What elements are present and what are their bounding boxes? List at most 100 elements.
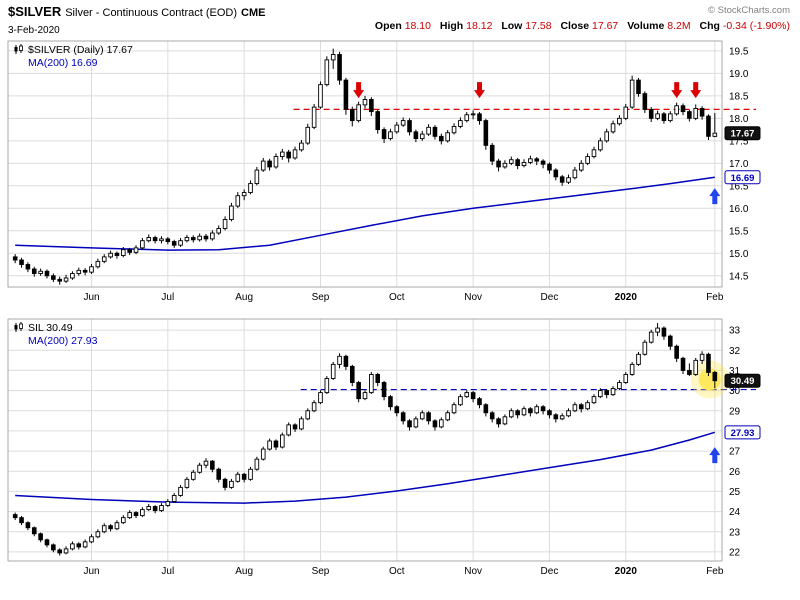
candle	[108, 252, 113, 258]
candle	[439, 419, 444, 428]
candle	[260, 160, 266, 171]
blue-up-arrow	[709, 188, 721, 205]
candle	[636, 79, 641, 95]
candle	[559, 415, 565, 420]
candle	[273, 440, 279, 448]
candle	[95, 531, 101, 538]
y-tick-label: 25	[729, 487, 741, 498]
candle	[534, 406, 540, 414]
candle	[604, 131, 609, 142]
x-tick-label: Jul	[161, 566, 174, 577]
candle	[31, 527, 37, 535]
ma-price-label: 16.69	[731, 173, 755, 184]
x-tick-label: Oct	[389, 566, 405, 577]
red-down-arrow	[690, 82, 702, 99]
candle	[629, 79, 635, 108]
candle	[159, 238, 164, 242]
candle	[375, 111, 381, 131]
candle	[311, 402, 317, 412]
candle	[127, 249, 132, 253]
candle	[706, 353, 711, 373]
candle	[63, 277, 69, 282]
candle	[19, 259, 24, 265]
candle	[712, 371, 718, 382]
candle	[267, 160, 272, 168]
quote-volume-value: 8.2M	[667, 20, 691, 32]
candle	[286, 151, 291, 159]
title-row: $SILVER Silver - Continuous Contract (EOD…	[8, 3, 792, 20]
candle	[44, 539, 50, 546]
y-tick-label: 16.5	[729, 181, 749, 192]
candle	[515, 159, 520, 167]
candle	[407, 120, 412, 133]
quote-chg-label: Chg	[699, 20, 720, 32]
red-down-arrow	[474, 82, 485, 99]
candle	[655, 113, 660, 119]
candle	[57, 549, 62, 554]
candle	[407, 420, 412, 428]
candle	[496, 160, 501, 168]
candle	[229, 480, 234, 488]
candle	[184, 237, 190, 242]
candle	[318, 84, 323, 108]
candle	[337, 355, 342, 365]
silver-price-panel: 14.5 15.0 15.5 16.0 16.5 17.0 17.5 18.0 18.5 19.0…	[7, 40, 761, 303]
candle	[140, 240, 145, 249]
candle	[76, 269, 82, 274]
panel-ma-label: MA(200) 27.93	[28, 335, 98, 347]
candle	[610, 123, 616, 133]
candle	[528, 158, 533, 163]
y-axis-labels: 14.5 15.0 15.5 16.0 16.5 17.0 17.5 18.0 18.5 19.0…	[729, 46, 749, 282]
candle	[178, 240, 183, 246]
candle	[578, 404, 584, 410]
candle	[133, 512, 139, 517]
plot-border	[7, 40, 723, 288]
legend-icon	[19, 323, 23, 329]
quote-low-label: Low	[501, 20, 523, 32]
candle	[51, 275, 56, 280]
candle	[203, 235, 209, 240]
candle	[547, 163, 552, 171]
candle	[330, 363, 336, 379]
y-tick-label: 32	[729, 346, 741, 357]
candle	[25, 522, 31, 529]
candle	[381, 382, 387, 398]
candle	[38, 270, 43, 274]
x-tick-label: Oct	[389, 292, 405, 303]
candle	[305, 126, 311, 144]
candle	[445, 412, 450, 421]
candle	[413, 131, 419, 140]
candle	[127, 512, 132, 519]
quote-close-label: Close	[560, 20, 590, 32]
candle	[25, 264, 31, 270]
candle	[324, 59, 330, 86]
ma-price-label-box	[724, 425, 761, 440]
candle	[318, 392, 323, 404]
candle	[413, 418, 419, 428]
y-tick-label: 23	[729, 527, 741, 538]
sil-miners-panel: 222324252627282930313233JunJulAugSepOctN…	[7, 318, 761, 577]
exchange: CME	[241, 7, 266, 19]
candle	[553, 169, 559, 178]
candle	[674, 345, 679, 359]
chart-header: $SILVER Silver - Continuous Contract (EOD…	[0, 0, 800, 36]
candle	[57, 278, 62, 282]
x-tick-label: Nov	[464, 566, 482, 577]
candle	[508, 410, 514, 418]
last-price-label: 30.49	[731, 376, 755, 387]
grid	[8, 41, 722, 287]
candle	[31, 268, 37, 274]
candle	[483, 404, 489, 414]
candle	[362, 392, 368, 400]
quote-high-value: 18.12	[466, 20, 493, 32]
candle	[451, 404, 457, 414]
candle	[629, 363, 635, 375]
y-tick-label: 24	[729, 507, 741, 518]
candle	[349, 108, 355, 122]
candle	[598, 140, 603, 151]
candle	[229, 205, 234, 220]
y-axis-labels: 222324252627282930313233	[729, 326, 741, 559]
candle	[95, 260, 101, 268]
candle	[44, 270, 50, 277]
candle	[432, 126, 438, 137]
